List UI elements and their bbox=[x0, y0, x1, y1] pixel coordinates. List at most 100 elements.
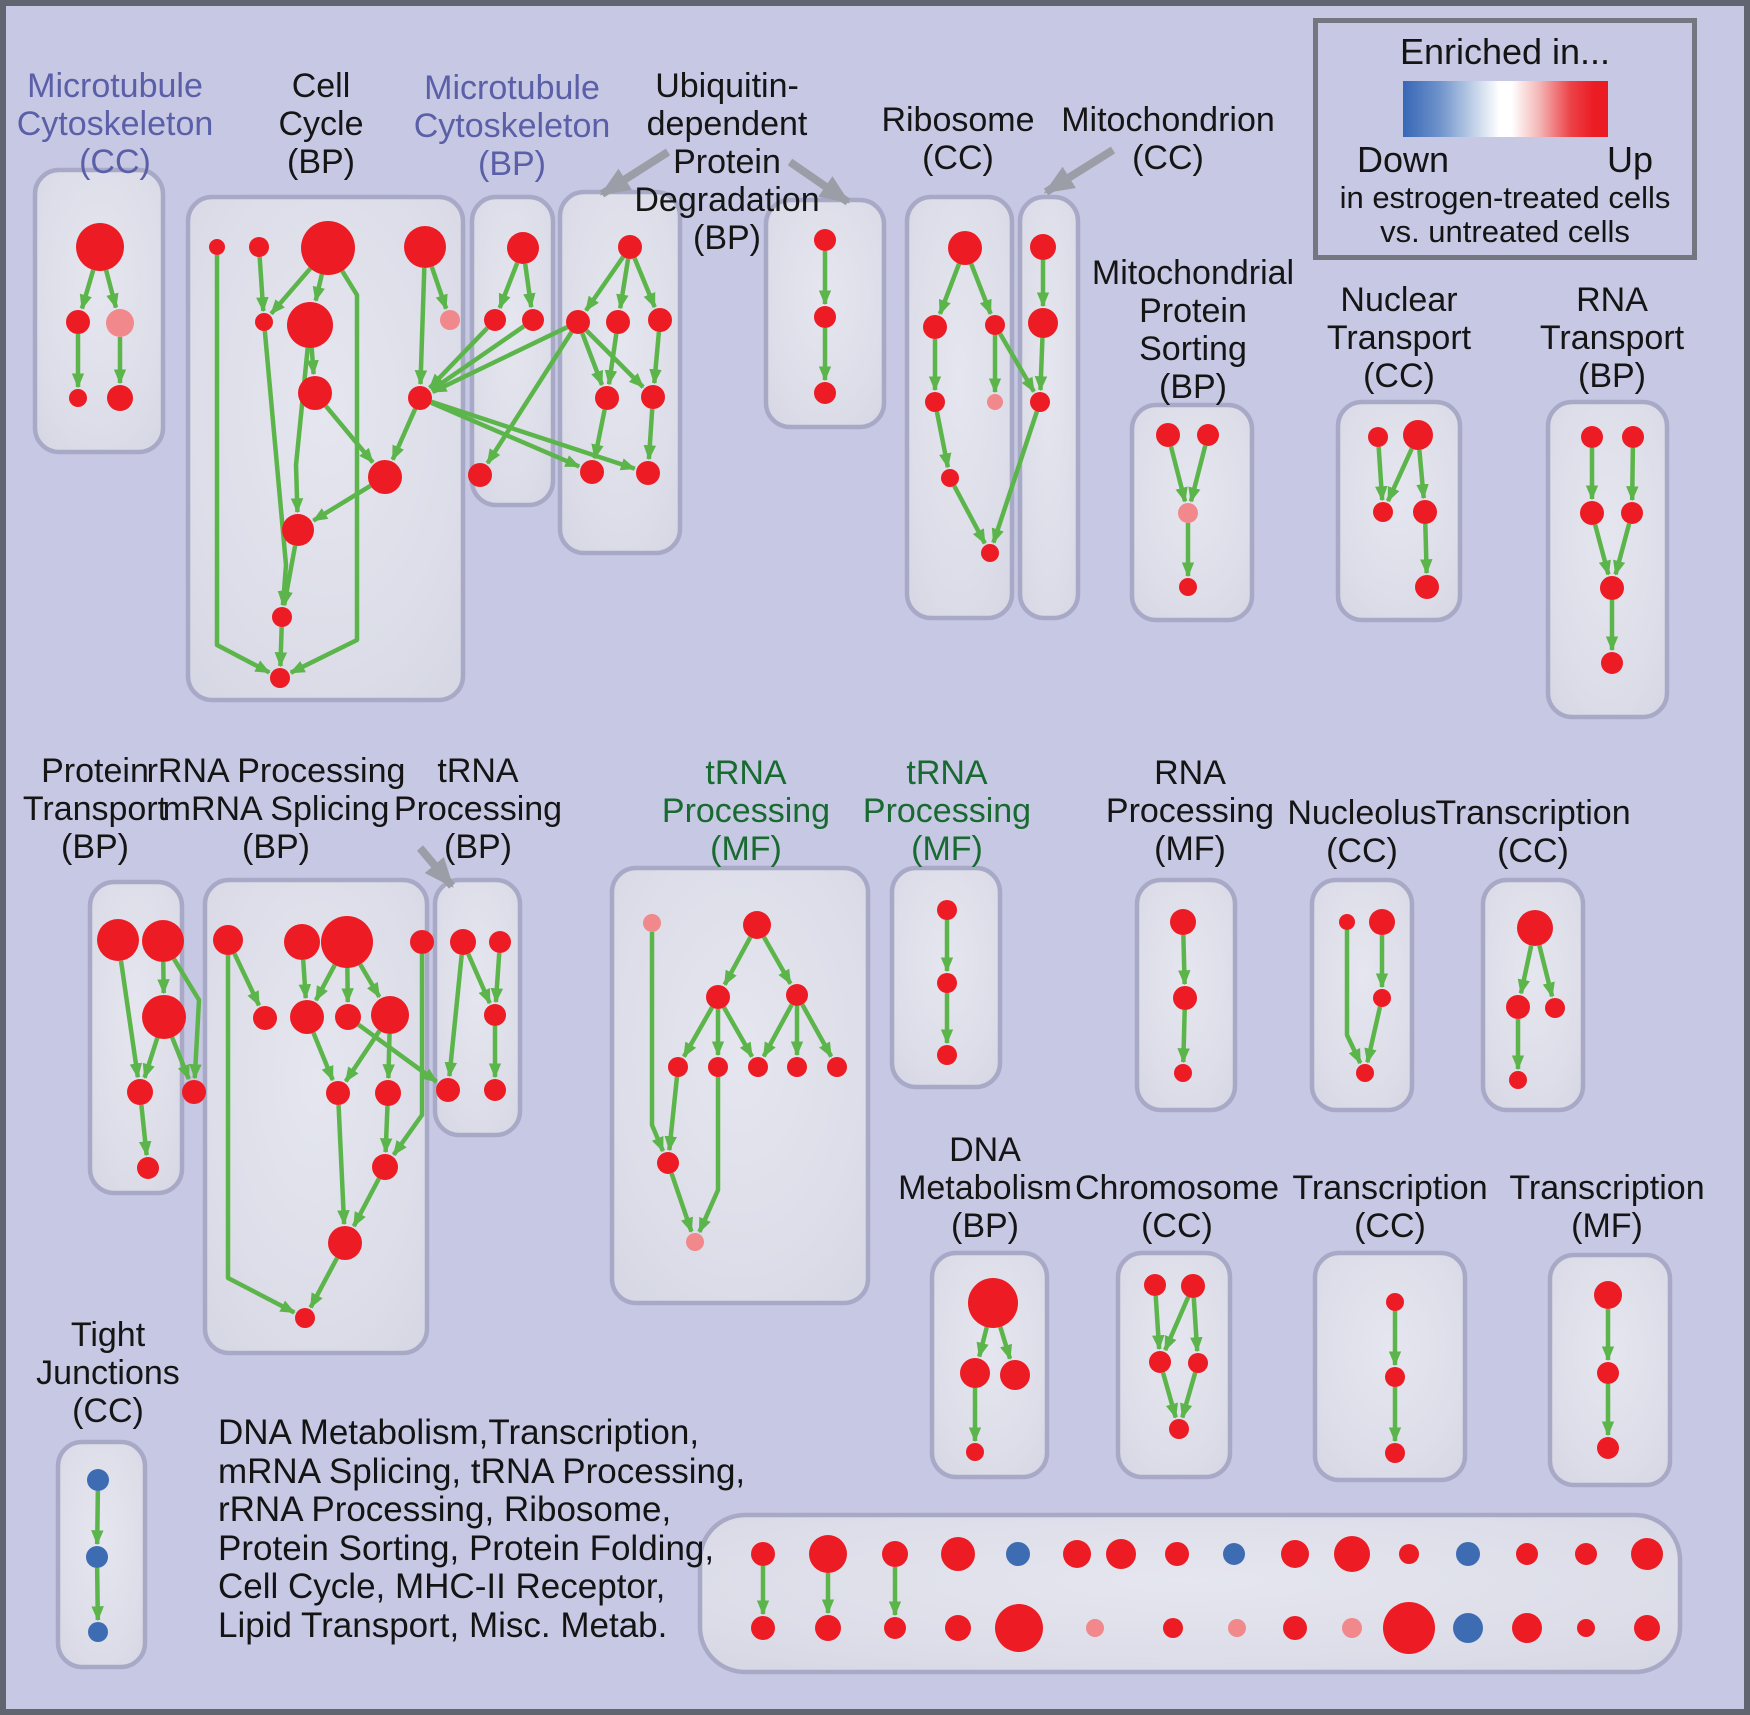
network-node-red bbox=[884, 1617, 906, 1639]
network-edge bbox=[998, 1326, 1013, 1360]
network-node-red bbox=[1545, 998, 1565, 1018]
network-edge bbox=[1188, 445, 1208, 503]
network-node-red bbox=[97, 919, 139, 961]
network-node-red bbox=[882, 1541, 908, 1567]
network-edge bbox=[722, 936, 753, 986]
cluster-label-dnam: DNA Metabolism (BP) bbox=[898, 1131, 1072, 1245]
network-node-red bbox=[1413, 500, 1437, 524]
cluster-label-rnat: RNA Transport (BP) bbox=[1540, 281, 1685, 395]
network-node-red bbox=[182, 1080, 206, 1104]
network-node-red bbox=[595, 386, 619, 410]
annotation-arrow-ubiquitin-to-left-box bbox=[599, 148, 671, 198]
cluster-label-trna_bp: tRNA Processing (BP) bbox=[394, 752, 562, 866]
network-edge bbox=[1180, 1371, 1198, 1419]
network-node-red bbox=[522, 309, 544, 331]
network-node-red bbox=[1169, 1419, 1189, 1439]
network-node-red bbox=[1601, 652, 1623, 674]
network-node-red bbox=[287, 302, 333, 348]
network-node-red bbox=[657, 1152, 679, 1174]
network-edge bbox=[649, 331, 662, 385]
network-edge bbox=[497, 262, 520, 310]
network-node-red bbox=[255, 313, 273, 331]
network-node-red bbox=[69, 389, 87, 407]
network-node-red bbox=[1634, 1615, 1660, 1641]
cluster-label-tx_cc2: Transcription (CC) bbox=[1292, 1169, 1487, 1245]
network-node-pink bbox=[1086, 1619, 1104, 1637]
network-edge bbox=[1375, 446, 1388, 502]
annotation-arrow-mitochondrion-to-box bbox=[1043, 146, 1116, 196]
network-node-pink bbox=[106, 309, 134, 337]
network-edge bbox=[289, 269, 360, 675]
network-node-red bbox=[1283, 1616, 1307, 1640]
network-node-red bbox=[814, 382, 836, 404]
network-edge bbox=[485, 330, 574, 465]
network-node-red bbox=[1512, 1613, 1542, 1643]
network-node-red bbox=[1174, 1064, 1192, 1082]
network-node-red bbox=[1373, 989, 1391, 1007]
network-edge bbox=[103, 269, 119, 309]
network-node-red bbox=[1156, 423, 1180, 447]
network-edge bbox=[324, 404, 375, 464]
cluster-box-nuct bbox=[1335, 399, 1463, 623]
network-node-red bbox=[1281, 1540, 1309, 1568]
network-node-red bbox=[1594, 1281, 1622, 1309]
network-node-red bbox=[1577, 1619, 1595, 1637]
network-edge bbox=[429, 266, 449, 310]
network-node-pink bbox=[643, 914, 661, 932]
network-edge bbox=[351, 1177, 381, 1228]
network-edge bbox=[1592, 524, 1611, 576]
network-node-red bbox=[66, 310, 90, 334]
network-node-red bbox=[1597, 1362, 1619, 1384]
legend-gradient-bar bbox=[1402, 81, 1608, 137]
network-node-red bbox=[1106, 1539, 1136, 1569]
network-edge bbox=[998, 332, 1036, 393]
network-node-red bbox=[1339, 914, 1355, 930]
network-node-red bbox=[1399, 1544, 1419, 1564]
network-edge bbox=[649, 932, 666, 1153]
network-node-red bbox=[827, 1057, 847, 1077]
cluster-label-tight: Tight Junctions (CC) bbox=[36, 1316, 180, 1430]
network-edge bbox=[1163, 1296, 1191, 1352]
network-edge bbox=[430, 324, 526, 392]
network-node-pink bbox=[1228, 1619, 1246, 1637]
legend: Enriched in... Down Up in estrogen-treat… bbox=[1313, 18, 1697, 260]
cluster-box-rnat bbox=[1545, 399, 1670, 720]
network-node-red bbox=[968, 1278, 1018, 1328]
network-node-red bbox=[1631, 1538, 1663, 1570]
network-node-blue bbox=[1223, 1543, 1245, 1565]
network-edge bbox=[800, 1003, 834, 1058]
network-edge bbox=[79, 269, 96, 310]
network-node-red bbox=[1149, 1351, 1171, 1373]
network-node-red bbox=[209, 239, 225, 255]
cluster-label-pt: Protein Transport (BP) bbox=[23, 752, 168, 866]
network-edge bbox=[632, 257, 657, 309]
network-edge bbox=[761, 1003, 794, 1058]
network-node-red bbox=[751, 1542, 775, 1566]
network-edge bbox=[313, 963, 337, 1002]
network-edge bbox=[382, 1033, 395, 1080]
network-node-red bbox=[814, 229, 836, 251]
network-node-red bbox=[787, 1057, 807, 1077]
network-node-red bbox=[668, 1057, 688, 1077]
network-node-red bbox=[484, 1004, 506, 1026]
network-node-red bbox=[1179, 578, 1197, 596]
network-node-red bbox=[814, 306, 836, 328]
network-edge bbox=[761, 936, 793, 985]
network-edge bbox=[414, 267, 428, 386]
network-node-red bbox=[941, 469, 959, 487]
network-edge bbox=[490, 952, 504, 1004]
legend-title: Enriched in... bbox=[1399, 31, 1611, 72]
network-edge bbox=[444, 954, 464, 1078]
network-edge bbox=[391, 954, 425, 1157]
network-node-red bbox=[328, 1226, 362, 1260]
network-node-red bbox=[1165, 1542, 1189, 1566]
network-edge bbox=[142, 1037, 160, 1079]
network-node-red bbox=[925, 392, 945, 412]
network-node-red bbox=[142, 920, 184, 962]
misc-text-line: DNA Metabolism,Transcription, bbox=[218, 1413, 700, 1452]
network-edge bbox=[580, 332, 605, 387]
network-edge bbox=[431, 325, 569, 394]
network-edge bbox=[1178, 934, 1191, 986]
cluster-label-mt_cc: Microtubule Cytoskeleton (CC) bbox=[17, 67, 214, 181]
network-node-blue bbox=[87, 1469, 109, 1491]
